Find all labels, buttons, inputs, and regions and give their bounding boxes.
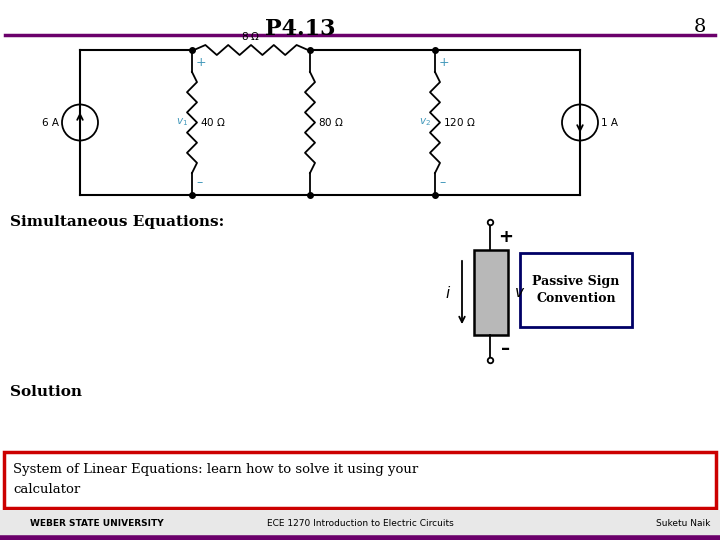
Text: Convention: Convention [536,293,616,306]
Text: Suketu Naik: Suketu Naik [656,519,710,529]
Text: +: + [196,56,207,69]
Bar [474,250,508,335]
Text: Solution: Solution [10,385,82,399]
Text: 80 $\Omega$: 80 $\Omega$ [318,117,344,129]
Text: ECE 1270 Introduction to Electric Circuits: ECE 1270 Introduction to Electric Circui… [266,519,454,529]
Text: System of Linear Equations: learn how to solve it using your: System of Linear Equations: learn how to… [13,463,418,476]
Bar [0,510,720,540]
Text: 8: 8 [693,18,706,36]
Text: P4.13: P4.13 [265,18,336,40]
FancyBboxPatch shape [520,253,632,327]
Text: $v$: $v$ [514,285,525,300]
Text: $i$: $i$ [445,285,451,300]
Text: –: – [196,177,202,190]
Text: 8 $\Omega$: 8 $\Omega$ [241,30,261,42]
Text: 120 $\Omega$: 120 $\Omega$ [443,117,475,129]
Text: $v_1$: $v_1$ [176,117,188,129]
Text: 40 $\Omega$: 40 $\Omega$ [200,117,226,129]
Text: 6 A: 6 A [42,118,59,127]
Text: WEBER STATE UNIVERSITY: WEBER STATE UNIVERSITY [30,519,163,529]
Text: +: + [439,56,449,69]
Text: –: – [501,340,510,358]
Text: +: + [498,228,513,246]
Text: –: – [439,177,445,190]
FancyBboxPatch shape [4,452,716,508]
Text: calculator: calculator [13,483,80,496]
Text: Passive Sign: Passive Sign [532,274,620,287]
Text: $v_2$: $v_2$ [419,117,431,129]
Text: 1 A: 1 A [601,118,618,127]
Text: Simultaneous Equations:: Simultaneous Equations: [10,215,224,229]
